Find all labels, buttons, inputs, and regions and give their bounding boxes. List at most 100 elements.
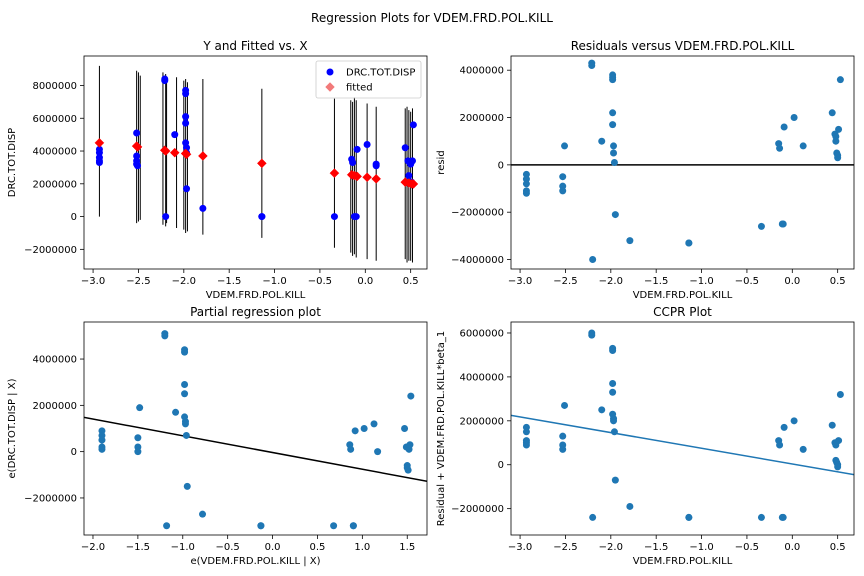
data-point [610, 149, 618, 157]
x-tick-label: −2.5 [553, 276, 577, 287]
x-tick-label: −1.0 [171, 542, 195, 553]
axes-frame [510, 55, 855, 270]
x-tick-label: 0.5 [830, 276, 846, 287]
x-tick-label: 0.0 [784, 542, 800, 553]
data-point [626, 502, 634, 510]
data-point [349, 522, 357, 530]
x-tick-label: 1.5 [399, 542, 415, 553]
data-point [834, 154, 842, 162]
data-point [611, 476, 619, 484]
x-axis-label: VDEM.FRD.POL.KILL [633, 556, 733, 567]
x-tick-label: −1.0 [262, 276, 286, 287]
plot-area [84, 330, 427, 530]
data-point [136, 404, 144, 412]
data-point [353, 145, 361, 153]
x-tick-label: 0.5 [830, 542, 846, 553]
data-point [374, 448, 382, 456]
data-point [133, 152, 141, 160]
x-tick-label: −1.5 [644, 276, 668, 287]
x-tick-label: −1.0 [689, 276, 713, 287]
fitted-point [169, 147, 180, 158]
x-tick-label: −2.0 [81, 542, 105, 553]
data-point [522, 189, 530, 197]
data-point [561, 401, 569, 409]
data-point [609, 347, 617, 355]
data-point [133, 129, 141, 137]
data-point [779, 220, 787, 228]
x-tick-label: −1.5 [217, 276, 241, 287]
data-point [790, 417, 798, 425]
y-tick-label: 0 [498, 160, 504, 171]
subplot-4: CCPR Plot −3.0 −2.5 −2.0 −1.5 −1.0 −0.5 0.0 0.5 −… [436, 305, 855, 567]
data-point [780, 423, 788, 431]
y-axis-label: Residual + VDEM.FRD.POL.KILL*beta_1 [436, 331, 447, 526]
data-point [162, 213, 170, 221]
data-point [372, 162, 380, 170]
data-point [828, 109, 836, 117]
y-tick-label: −2000000 [451, 504, 504, 515]
data-point [559, 445, 567, 453]
y-axis-label: DRC.TOT.DISP [7, 128, 18, 197]
data-point [199, 510, 207, 518]
data-point [183, 185, 191, 193]
x-tick-label: −0.5 [735, 542, 759, 553]
data-point [561, 142, 569, 150]
subplot-2: Residuals versus VDEM.FRD.POL.KILL −3.0 −2… [436, 39, 855, 301]
data-point [172, 408, 180, 416]
legend-label: DRC.TOT.DISP [346, 68, 415, 79]
x-tick-label: 0.5 [310, 542, 326, 553]
fitted-point [256, 158, 267, 169]
data-point [610, 417, 618, 425]
data-point [522, 428, 530, 436]
data-point [598, 406, 606, 414]
data-point [182, 90, 190, 98]
y-tick-label: 2000000 [459, 416, 504, 427]
legend-marker-fitted [325, 82, 335, 92]
x-tick-label: −3.0 [81, 276, 105, 287]
data-point [598, 137, 606, 145]
legend-label: fitted [346, 83, 373, 94]
data-point [832, 137, 840, 145]
legend-marker-actual [326, 68, 334, 76]
subplot-title: CCPR Plot [653, 305, 712, 319]
data-point [183, 482, 191, 490]
x-tick-label: 1.0 [354, 542, 370, 553]
data-point [404, 466, 412, 474]
axes-frame [83, 55, 428, 270]
y-tick-label: 8000000 [32, 81, 77, 92]
axes-frame [83, 321, 428, 536]
data-point [559, 187, 567, 195]
fit-line [84, 416, 427, 483]
data-point [685, 513, 693, 521]
data-point [835, 437, 843, 445]
data-point [776, 441, 784, 449]
data-point [685, 239, 693, 247]
x-tick-label: 0.0 [357, 276, 373, 287]
data-point [98, 445, 106, 453]
x-tick-label: −1.0 [689, 542, 713, 553]
fitted-point [371, 174, 382, 184]
data-point [161, 77, 169, 85]
fitted-point [408, 179, 419, 189]
legend: DRC.TOT.DISP fitted [315, 60, 422, 99]
data-point [799, 445, 807, 453]
data-point [609, 379, 617, 387]
x-tick-label: −2.0 [599, 276, 623, 287]
data-point [163, 522, 171, 530]
data-point [589, 256, 597, 264]
data-point [522, 441, 530, 449]
x-tick-label: −1.5 [126, 542, 150, 553]
fitted-point [181, 149, 192, 160]
figure-suptitle: Regression Plots for VDEM.FRD.POL.KILL [311, 11, 553, 25]
x-tick-label: −0.5 [735, 276, 759, 287]
data-point [98, 436, 106, 444]
data-point [134, 434, 142, 442]
y-tick-label: 6000000 [32, 114, 77, 125]
x-tick-label: −0.5 [308, 276, 332, 287]
data-point [588, 61, 596, 69]
data-point [258, 213, 266, 221]
data-point [799, 142, 807, 150]
data-point [779, 513, 787, 521]
y-tick-label: 4000000 [459, 66, 504, 77]
data-point [347, 445, 355, 453]
